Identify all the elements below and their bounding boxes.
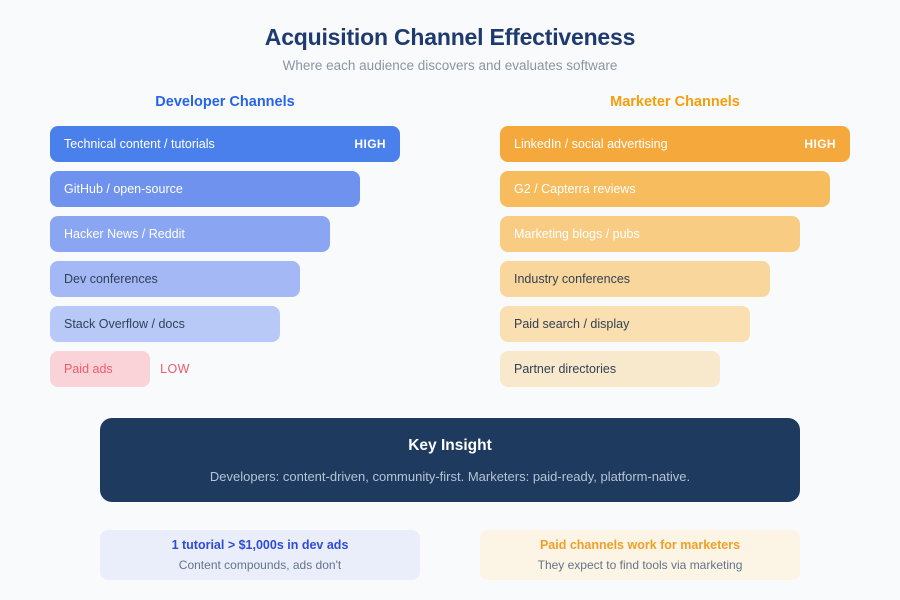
channel-bar[interactable]: G2 / Capterra reviews <box>500 171 831 207</box>
channel-bar-row: Dev conferences <box>0 261 450 306</box>
channel-bar-label: GitHub / open-source <box>64 182 183 196</box>
developer-channels-column: Developer Channels Technical content / t… <box>0 92 450 396</box>
callout-developer-headline: 1 tutorial > $1,000s in dev ads <box>171 538 349 552</box>
channel-bar-row: GitHub / open-source <box>0 171 450 216</box>
channel-bar-row: Paid ads LOW <box>0 351 450 396</box>
channel-bar-row: Stack Overflow / docs <box>0 306 450 351</box>
channel-columns: Developer Channels Technical content / t… <box>0 92 900 396</box>
channel-bar-label: Hacker News / Reddit <box>64 227 185 241</box>
channel-bar-label: Paid search / display <box>514 317 630 331</box>
channel-bar-row: Paid search / display <box>450 306 900 351</box>
channel-bar-row: Technical content / tutorials HIGH <box>0 126 450 171</box>
key-insight-title: Key Insight <box>408 436 492 454</box>
channel-bar[interactable]: Paid search / display <box>500 306 750 342</box>
channel-bar-row: Industry conferences <box>450 261 900 306</box>
channel-bar-label: Technical content / tutorials <box>64 137 215 151</box>
callout-cards: 1 tutorial > $1,000s in dev ads Content … <box>100 530 800 580</box>
page-title: Acquisition Channel Effectiveness <box>264 24 636 50</box>
channel-bar-label: Stack Overflow / docs <box>64 317 185 331</box>
key-insight-body: Developers: content-driven, community-fi… <box>209 468 691 484</box>
channel-bar-label: Dev conferences <box>64 272 158 286</box>
marketer-bar-list: LinkedIn / social advertising HIGH G2 / Ca… <box>450 126 900 396</box>
channel-bar-tag: LOW <box>160 362 190 376</box>
channel-bar[interactable]: Industry conferences <box>500 261 770 297</box>
page-subtitle: Where each audience discovers and evalua… <box>282 58 618 73</box>
channel-bar[interactable]: Paid ads <box>50 351 151 387</box>
channel-bar-label: Marketing blogs / pubs <box>514 227 640 241</box>
marketer-column-header: Marketer Channels <box>610 94 740 110</box>
channel-bar[interactable]: Technical content / tutorials HIGH <box>50 126 400 162</box>
channel-bar[interactable]: Stack Overflow / docs <box>50 306 280 342</box>
key-insight-panel: Key Insight Developers: content-driven, … <box>100 418 800 502</box>
channel-bar-label: LinkedIn / social advertising <box>514 137 668 151</box>
channel-bar-row: LinkedIn / social advertising HIGH <box>450 126 900 171</box>
callout-card-developer: 1 tutorial > $1,000s in dev ads Content … <box>100 530 420 580</box>
channel-bar-row: Partner directories <box>450 351 900 396</box>
page-header: Acquisition Channel Effectiveness Where … <box>0 0 900 75</box>
channel-bar[interactable]: Partner directories <box>500 351 721 387</box>
callout-marketer-headline: Paid channels work for marketers <box>539 538 741 552</box>
marketer-channels-column: Marketer Channels LinkedIn / social adve… <box>450 92 900 396</box>
channel-bar-tag: HIGH <box>354 137 386 151</box>
channel-bar[interactable]: LinkedIn / social advertising HIGH <box>500 126 850 162</box>
channel-bar-label: Paid ads <box>64 362 113 376</box>
callout-developer-sub: Content compounds, ads don't <box>178 558 342 572</box>
channel-bar-row: G2 / Capterra reviews <box>450 171 900 216</box>
callout-card-marketer: Paid channels work for marketers They ex… <box>480 530 800 580</box>
channel-bar-label: G2 / Capterra reviews <box>514 182 636 196</box>
channel-bar-label: Partner directories <box>514 362 617 376</box>
channel-bar[interactable]: Dev conferences <box>50 261 300 297</box>
channel-bar[interactable]: GitHub / open-source <box>50 171 361 207</box>
developer-bar-list: Technical content / tutorials HIGH GitHub … <box>0 126 450 396</box>
channel-bar[interactable]: Marketing blogs / pubs <box>500 216 800 252</box>
channel-bar-row: Marketing blogs / pubs <box>450 216 900 261</box>
channel-bar[interactable]: Hacker News / Reddit <box>50 216 330 252</box>
channel-bar-tag: HIGH <box>804 137 836 151</box>
channel-bar-row: Hacker News / Reddit <box>0 216 450 261</box>
developer-column-header: Developer Channels <box>155 94 295 110</box>
callout-marketer-sub: They expect to find tools via marketing <box>537 558 743 572</box>
channel-bar-label: Industry conferences <box>514 272 631 286</box>
